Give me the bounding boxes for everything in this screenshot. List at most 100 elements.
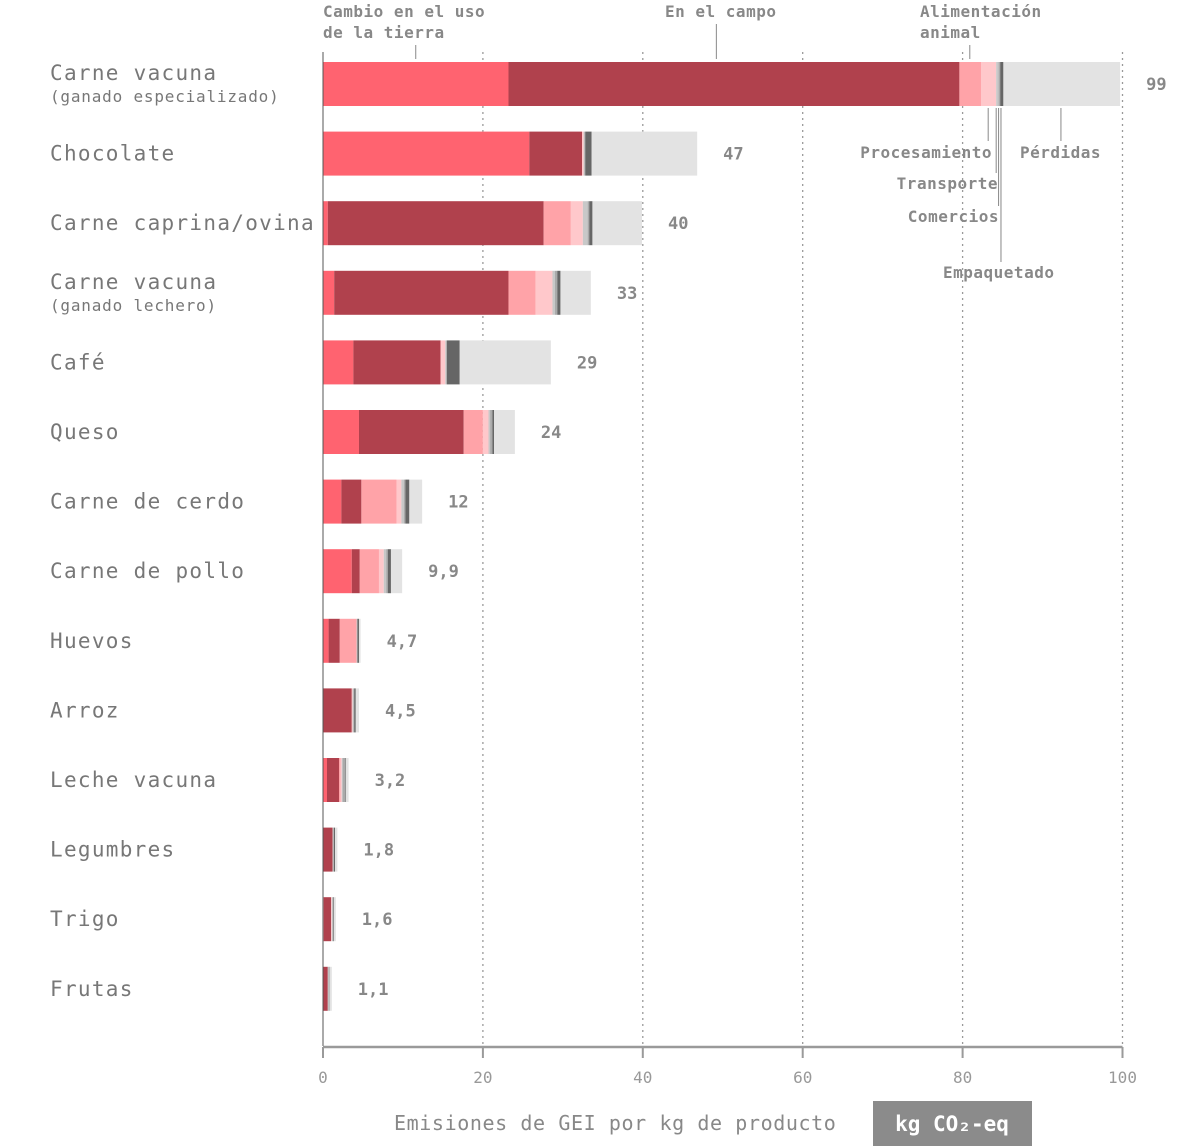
total-label: 12: [448, 493, 468, 513]
bar-segment: [396, 479, 402, 524]
bar-segment: [508, 62, 960, 106]
total-label: 47: [723, 145, 743, 165]
tick-label: 60: [793, 1068, 812, 1087]
unit-badge-bg: [873, 1101, 1032, 1146]
total-label: 29: [577, 353, 597, 373]
bar-segment: [557, 270, 561, 315]
stage-annotation: Alimentación: [920, 2, 1042, 21]
bar-segment: [582, 201, 588, 246]
bar-segment: [353, 340, 441, 385]
bar-segment: [584, 131, 586, 176]
tick-label: 40: [633, 1068, 652, 1087]
bar-segment: [552, 270, 555, 315]
bar-segment: [529, 131, 583, 176]
category-sublabel: (ganado lechero): [50, 296, 217, 315]
bar-segment: [409, 479, 423, 524]
bar-segment: [570, 201, 583, 246]
bar-segment: [356, 618, 358, 663]
bar-segment: [390, 549, 403, 594]
bar-segment: [959, 62, 981, 106]
total-label: 1,1: [358, 980, 389, 1000]
bar-segment: [323, 201, 328, 246]
bar-segment: [323, 897, 331, 942]
bar-segment: [341, 758, 343, 802]
bar-segment: [333, 897, 336, 942]
total-label: 1,8: [363, 841, 394, 861]
bar-segment: [445, 340, 447, 385]
unit-badge-text: kg CO₂-eq: [895, 1112, 1009, 1136]
bar-segment: [329, 966, 332, 1011]
bar-segment: [446, 340, 447, 385]
bar-segment: [405, 479, 410, 524]
total-label: 33: [617, 284, 637, 304]
bar-segment: [361, 479, 397, 524]
bar-segment: [589, 201, 593, 246]
stage-annotation: En el campo: [665, 2, 776, 21]
bar-segment: [583, 131, 585, 176]
category-label: Trigo: [50, 907, 120, 931]
bar-segment: [383, 549, 387, 594]
total-label: 4,5: [385, 701, 416, 721]
bar-segment: [358, 410, 464, 454]
bar-segment: [342, 758, 345, 802]
bar-segment: [323, 966, 328, 1011]
bar-segment: [508, 270, 536, 315]
category-sublabel: (ganado especializado): [50, 87, 280, 106]
bar-segment: [582, 131, 584, 176]
bar-segment: [490, 410, 493, 454]
total-labels: 99 47 40 33 29 24 12 9,9 4,7 4,5 3,2 1,8 1,6 1,1: [358, 75, 1167, 1000]
category-label: Leche vacuna: [50, 768, 217, 792]
bar-segment: [345, 758, 349, 802]
stage-annotation: Pérdidas: [1020, 143, 1101, 162]
bar-segment: [560, 270, 591, 315]
bar-segment: [494, 410, 515, 454]
bar-segment: [357, 618, 359, 663]
bar-segment: [323, 827, 333, 872]
category-label: Chocolate: [50, 142, 176, 166]
bar-segment: [492, 410, 495, 454]
bar-segment: [353, 688, 355, 733]
bar-segment: [327, 966, 329, 1011]
total-label: 3,2: [375, 771, 406, 791]
bar-segment: [446, 340, 460, 385]
stage-annotation: Transporte: [897, 174, 998, 193]
unit-badge: kg CO₂-eq: [873, 1101, 1032, 1146]
tick-label: 0: [318, 1068, 328, 1087]
total-label: 99: [1146, 75, 1166, 95]
stage-annotations: Cambio en el uso de la tierra En el campo A…: [323, 2, 1101, 282]
bar-segment: [996, 62, 999, 106]
bar-segment: [543, 201, 571, 246]
bar-segment: [358, 618, 361, 663]
bar-segment: [323, 270, 335, 315]
bar-segment: [1000, 62, 1004, 106]
bar-segment: [330, 897, 332, 942]
bar-segment: [387, 549, 391, 594]
bar-segment: [323, 618, 329, 663]
bar-segment: [338, 758, 341, 802]
category-labels: Carne vacuna (ganado especializado) Chocol…: [50, 61, 314, 1001]
bar-segment: [344, 758, 346, 802]
bar-segment: [341, 479, 362, 524]
bar-segment: [359, 549, 379, 594]
total-label: 4,7: [387, 632, 418, 652]
stage-annotation: Procesamiento: [860, 143, 992, 162]
bar-segment: [585, 131, 592, 176]
stage-annotation: animal: [920, 23, 981, 42]
bar-segment: [351, 549, 360, 594]
bar-segment: [323, 410, 359, 454]
bar-segment: [980, 62, 997, 106]
bar-segment: [323, 131, 530, 176]
category-label: Carne de cerdo: [50, 490, 245, 514]
bar-segment: [332, 897, 334, 942]
grid-lines: [482, 52, 1124, 1046]
bar-segment: [401, 479, 404, 524]
bar-segment: [463, 410, 483, 454]
bar-segment: [535, 270, 553, 315]
bar-segment: [333, 827, 335, 872]
bar-segment: [326, 758, 339, 802]
bar-segment: [592, 201, 643, 246]
bar-segment: [328, 618, 340, 663]
bar-segment: [323, 340, 354, 385]
bar-segment: [554, 270, 558, 315]
